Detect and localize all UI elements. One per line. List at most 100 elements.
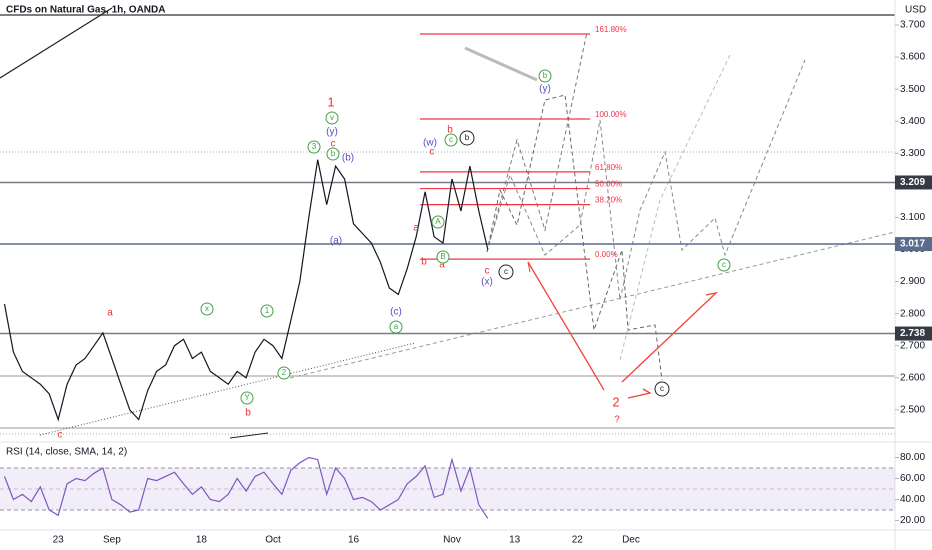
wave-label-circle [654, 381, 670, 397]
wave-label: c [660, 384, 664, 393]
wave-label: (y) [539, 84, 551, 95]
wave-label: b [421, 257, 427, 268]
wave-label-circle [498, 264, 514, 280]
wave-label: c [449, 135, 453, 144]
y-tick-label: 3.400 [900, 116, 925, 127]
wave-label: x [205, 304, 209, 313]
trend-line [229, 432, 269, 439]
x-tick-label: 13 [509, 535, 521, 546]
x-tick-label: Dec [622, 535, 640, 546]
wave-label-circle [277, 366, 291, 380]
wave-label: c [331, 139, 336, 150]
chart-title: CFDs on Natural Gas, 1h, OANDA [6, 5, 165, 16]
wave-label: c [485, 266, 490, 277]
price-level-label: 3.209 [900, 177, 925, 188]
arrow [627, 388, 652, 399]
wave-label: b [543, 71, 548, 80]
x-tick-label: 18 [196, 535, 208, 546]
wave-label-circle [538, 69, 552, 83]
price-level-label: 2.738 [900, 328, 925, 339]
y-tick-label: 20.00 [900, 515, 925, 526]
y-tick-label: 3.500 [900, 84, 925, 95]
x-tick-label: 23 [53, 535, 65, 546]
wave-label-circle [325, 111, 339, 125]
y-tick-label: 3.100 [900, 212, 925, 223]
arrow [527, 261, 605, 391]
fib-label: 161.80% [595, 25, 627, 34]
y-tick-label: 3.700 [900, 20, 925, 31]
wave-label-circle [260, 304, 274, 318]
wave-label: a [439, 260, 445, 271]
wave-label: a [413, 223, 419, 234]
wave-label: 3 [312, 142, 317, 151]
price-level-tag [895, 237, 932, 252]
y-tick-label: 2.800 [900, 308, 925, 319]
wave-label: 1 [327, 94, 334, 109]
x-tick-label: Sep [103, 535, 121, 546]
forecast-path [619, 54, 731, 361]
rsi-title: RSI (14, close, SMA, 14, 2) [6, 447, 127, 458]
y-tick-label: 40.00 [900, 494, 925, 505]
wave-label-circle [307, 140, 321, 154]
wave-label: c [430, 147, 435, 158]
price-level-label: 3.017 [900, 239, 925, 250]
arrow-head [527, 261, 531, 273]
fib-label: 100.00% [595, 110, 627, 119]
forecast-path [489, 59, 806, 301]
wave-label: c [722, 260, 726, 269]
wave-label-circle [431, 215, 445, 229]
trend-line [0, 7, 113, 79]
y-tick-label: 2.700 [900, 340, 925, 351]
wave-label: c [58, 430, 63, 441]
y-tick-label: 3.300 [900, 148, 925, 159]
wave-label: B [440, 252, 445, 261]
fib-label: 0.00% [595, 250, 618, 259]
wave-label: A [435, 217, 441, 226]
rsi-line [3, 456, 489, 519]
fib-label: 38.20% [595, 196, 622, 205]
wave-label: 2 [282, 368, 287, 377]
arrow [621, 291, 719, 383]
forecast-path [486, 31, 588, 253]
wave-label: (a) [330, 236, 342, 247]
wave-label-circle [459, 130, 475, 146]
fib-label: 50.00% [595, 180, 622, 189]
wave-label: b [245, 408, 251, 419]
wave-label: ? [614, 415, 620, 426]
wave-label-circle [717, 258, 731, 272]
wave-label: (w) [423, 138, 437, 149]
x-tick-label: 16 [348, 535, 360, 546]
price-level-tag [895, 326, 932, 341]
wave-label-circle [389, 320, 403, 334]
wave-label: b [465, 133, 470, 142]
y-tick-label: 60.00 [900, 473, 925, 484]
y-tick-label: 80.00 [900, 452, 925, 463]
trend-line [464, 46, 538, 82]
wave-label-circle [200, 302, 214, 316]
x-tick-label: Nov [443, 535, 461, 546]
wave-label: (y) [326, 127, 338, 138]
price-level-tag [895, 175, 932, 190]
wave-label: (b) [342, 153, 354, 164]
wave-label: 2 [612, 394, 619, 409]
wave-label: b [447, 125, 453, 136]
currency-label: USD [905, 5, 926, 16]
wave-label: b [331, 149, 336, 158]
wave-label: (x) [481, 277, 493, 288]
wave-label-circle [436, 250, 450, 264]
forecast-path [486, 94, 663, 381]
wave-label: v [330, 113, 334, 122]
wave-label-circle [444, 133, 458, 147]
fib-label: 61.80% [595, 163, 622, 172]
support-line [39, 342, 416, 436]
y-tick-label: 3.600 [900, 52, 925, 63]
wave-label: Y [244, 393, 250, 402]
price-line [3, 159, 489, 422]
y-tick-label: 2.500 [900, 404, 925, 415]
wave-label: 1 [265, 306, 270, 315]
wave-label: c [504, 267, 508, 276]
wave-label: a [107, 308, 113, 319]
x-tick-label: 22 [572, 535, 584, 546]
